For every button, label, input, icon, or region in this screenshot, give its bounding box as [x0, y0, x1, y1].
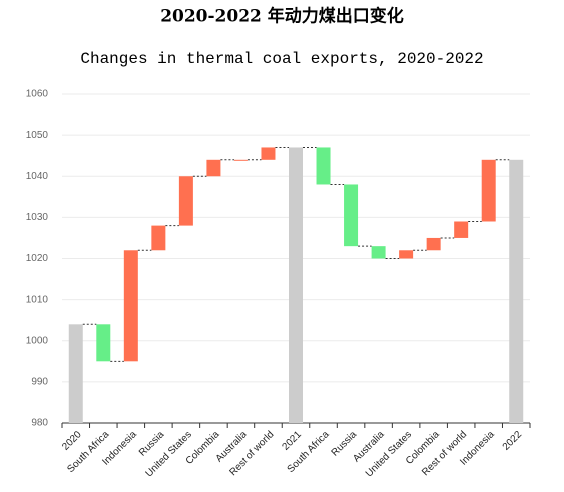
bar: [509, 159, 524, 424]
bar: [289, 147, 303, 423]
bar: [206, 159, 221, 177]
bar: [233, 159, 248, 161]
bar: [481, 159, 496, 222]
bar: [151, 225, 166, 251]
y-tick-label: 1020: [26, 253, 49, 264]
y-tick-label: 1050: [26, 130, 49, 141]
x-tick-label: 2022: [501, 429, 525, 453]
bar: [123, 250, 138, 362]
bar: [426, 237, 441, 251]
y-tick-label: 1040: [26, 171, 49, 182]
x-tick-label: 2020: [60, 429, 84, 453]
y-tick-label: 980: [31, 418, 48, 429]
bar: [454, 221, 469, 238]
bar: [399, 250, 414, 259]
y-tick-label: 1060: [26, 89, 49, 100]
bar: [316, 147, 331, 185]
y-tick-label: 990: [31, 377, 48, 388]
bar: [68, 324, 83, 423]
y-tick-label: 1000: [26, 335, 49, 346]
y-tick-label: 1030: [26, 212, 49, 223]
bar: [96, 324, 111, 362]
x-tick-label: 2021: [280, 429, 304, 453]
y-tick-label: 1010: [26, 294, 49, 305]
bar: [371, 246, 386, 259]
bar: [178, 176, 193, 226]
bar: [344, 184, 359, 247]
bar: [261, 147, 276, 160]
chart-subtitle: Changes in thermal coal exports, 2020-20…: [80, 50, 483, 68]
chart-title: 2020-2022 年动力煤出口变化: [160, 6, 404, 27]
